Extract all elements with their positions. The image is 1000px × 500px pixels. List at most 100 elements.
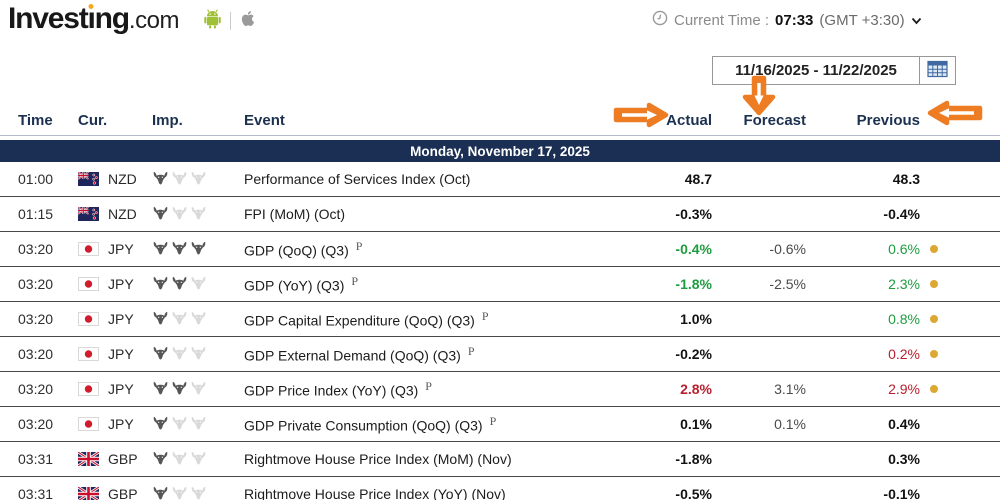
revised-dot-cell — [920, 385, 948, 393]
forecast-value: -0.6% — [769, 241, 806, 257]
currency-code: NZD — [108, 171, 137, 187]
event-name[interactable]: GDP (YoY) (Q3) P — [244, 274, 359, 294]
table-row[interactable]: 03:20 JPY GDP Price Index (YoY) (Q3) P 2.8% 3… — [0, 372, 1000, 407]
event-name[interactable]: GDP (QoQ) (Q3) P — [244, 239, 363, 259]
economic-calendar-table: Time Cur. Imp. Event Actual Forecast Pre… — [0, 105, 1000, 500]
importance-bull-icon — [152, 276, 169, 293]
event-name[interactable]: FPI (MoM) (Oct) — [244, 206, 346, 222]
event-time: 01:00 — [18, 171, 54, 187]
chevron-down-icon — [911, 12, 922, 29]
importance-bull-icon — [152, 311, 169, 328]
revised-dot-cell — [920, 245, 948, 253]
date-range-input[interactable]: 11/16/2025 - 11/22/2025 — [712, 56, 920, 85]
event-time: 03:20 — [18, 276, 54, 292]
date-group-header: Monday, November 17, 2025 — [0, 140, 1000, 162]
annotation-arrow-forecast — [740, 74, 778, 123]
revised-dot — [930, 350, 938, 358]
jpy-flag-icon — [78, 277, 108, 291]
table-row[interactable]: 03:20 JPY GDP (YoY) (Q3) P -1.8% -2.5% 2.3% — [0, 267, 1000, 302]
logo-wordmark: Investıng — [8, 2, 130, 35]
previous-value: -0.4% — [883, 206, 920, 222]
event-time: 03:31 — [18, 451, 54, 467]
event-time: 03:20 — [18, 346, 54, 362]
revised-dot-cell — [920, 315, 948, 323]
importance-bull-icon — [190, 206, 207, 223]
event-name[interactable]: GDP Capital Expenditure (QoQ) (Q3) P — [244, 309, 489, 329]
currency-code: JPY — [108, 416, 134, 432]
actual-value: 0.1% — [680, 416, 712, 432]
preliminary-marker: P — [425, 379, 432, 394]
previous-value: 0.6% — [888, 241, 920, 257]
preliminary-marker: P — [351, 274, 359, 289]
revised-dot — [930, 280, 938, 288]
importance-bull-icon — [190, 346, 207, 363]
importance-bull-icon — [152, 451, 169, 468]
table-row[interactable]: 03:20 JPY GDP External Demand (QoQ) (Q3) P -… — [0, 337, 1000, 372]
importance-bull-icon — [171, 276, 188, 293]
column-header-currency: Cur. — [78, 111, 108, 129]
preliminary-marker: P — [467, 344, 475, 359]
calendar-button[interactable] — [919, 56, 956, 85]
actual-value: -0.2% — [675, 346, 712, 362]
currency-code: GBP — [108, 451, 138, 467]
android-icon[interactable] — [203, 8, 222, 34]
column-header-event: Event — [244, 111, 285, 129]
apple-icon[interactable] — [239, 8, 257, 34]
column-header-importance: Imp. — [152, 111, 183, 129]
actual-value: 2.8% — [680, 381, 712, 397]
clock-icon — [652, 10, 668, 30]
event-name[interactable]: Rightmove House Price Index (MoM) (Nov) — [244, 451, 512, 467]
table-row[interactable]: 03:31 GBP Rightmove House Price Index (YoY… — [0, 477, 1000, 500]
nzd-flag-icon — [78, 172, 108, 186]
investing-logo[interactable]: Investıng .com — [8, 2, 179, 36]
table-row[interactable]: 03:20 JPY GDP Private Consumption (QoQ) (Q… — [0, 407, 1000, 442]
actual-value: -0.4% — [675, 241, 712, 257]
table-row[interactable]: 03:20 JPY GDP (QoQ) (Q3) P -0.4% -0.6% 0.6% — [0, 232, 1000, 267]
event-name[interactable]: Performance of Services Index (Oct) — [244, 171, 471, 187]
currency-code: JPY — [108, 276, 134, 292]
timezone-value: (GMT +3:30) — [819, 11, 905, 29]
gbp-flag-icon — [78, 452, 108, 466]
importance-bull-icon — [152, 171, 169, 188]
current-time-value: 07:33 — [775, 11, 814, 29]
importance-rating — [152, 311, 244, 328]
table-row[interactable]: 01:00 NZD Performance of Services Index (O… — [0, 162, 1000, 197]
currency-code: JPY — [108, 311, 134, 327]
jpy-flag-icon — [78, 417, 108, 431]
table-row[interactable]: 03:20 JPY GDP Capital Expenditure (QoQ) (Q… — [0, 302, 1000, 337]
forecast-value: 3.1% — [774, 381, 806, 397]
event-name[interactable]: GDP Price Index (YoY) (Q3) P — [244, 379, 432, 399]
table-row[interactable]: 03:31 GBP Rightmove House Price Index (MoM… — [0, 442, 1000, 477]
importance-bull-icon — [152, 206, 169, 223]
previous-value: 0.8% — [888, 311, 920, 327]
event-time: 03:20 — [18, 241, 54, 257]
column-header-forecast: Forecast — [743, 111, 806, 129]
app-store-links — [203, 8, 257, 34]
table-row[interactable]: 01:15 NZD FPI (MoM) (Oct) -0.3% -0.4% — [0, 197, 1000, 232]
importance-bull-icon — [152, 381, 169, 398]
revised-dot — [930, 315, 938, 323]
actual-value: -1.8% — [675, 276, 712, 292]
event-name[interactable]: GDP Private Consumption (QoQ) (Q3) P — [244, 414, 497, 434]
importance-bull-icon — [190, 276, 207, 293]
column-header-actual: Actual — [666, 111, 712, 129]
annotation-arrow-previous — [926, 99, 984, 132]
forecast-value: 0.1% — [774, 416, 806, 432]
importance-bull-icon — [171, 206, 188, 223]
current-time-selector[interactable]: Current Time : 07:33 (GMT +3:30) — [652, 10, 922, 30]
previous-value: 2.9% — [888, 381, 920, 397]
event-name[interactable]: GDP External Demand (QoQ) (Q3) P — [244, 344, 475, 364]
event-name[interactable]: Rightmove House Price Index (YoY) (Nov) — [244, 486, 506, 500]
calendar-icon — [927, 60, 948, 81]
currency-code: JPY — [108, 381, 134, 397]
importance-bull-icon — [152, 346, 169, 363]
importance-bull-icon — [152, 486, 169, 500]
importance-rating — [152, 346, 244, 363]
event-time: 03:20 — [18, 416, 54, 432]
event-time: 01:15 — [18, 206, 54, 222]
logo-suffix: .com — [128, 7, 180, 34]
column-header-previous: Previous — [856, 111, 920, 129]
revised-dot-cell — [920, 280, 948, 288]
actual-value: -0.3% — [675, 206, 712, 222]
